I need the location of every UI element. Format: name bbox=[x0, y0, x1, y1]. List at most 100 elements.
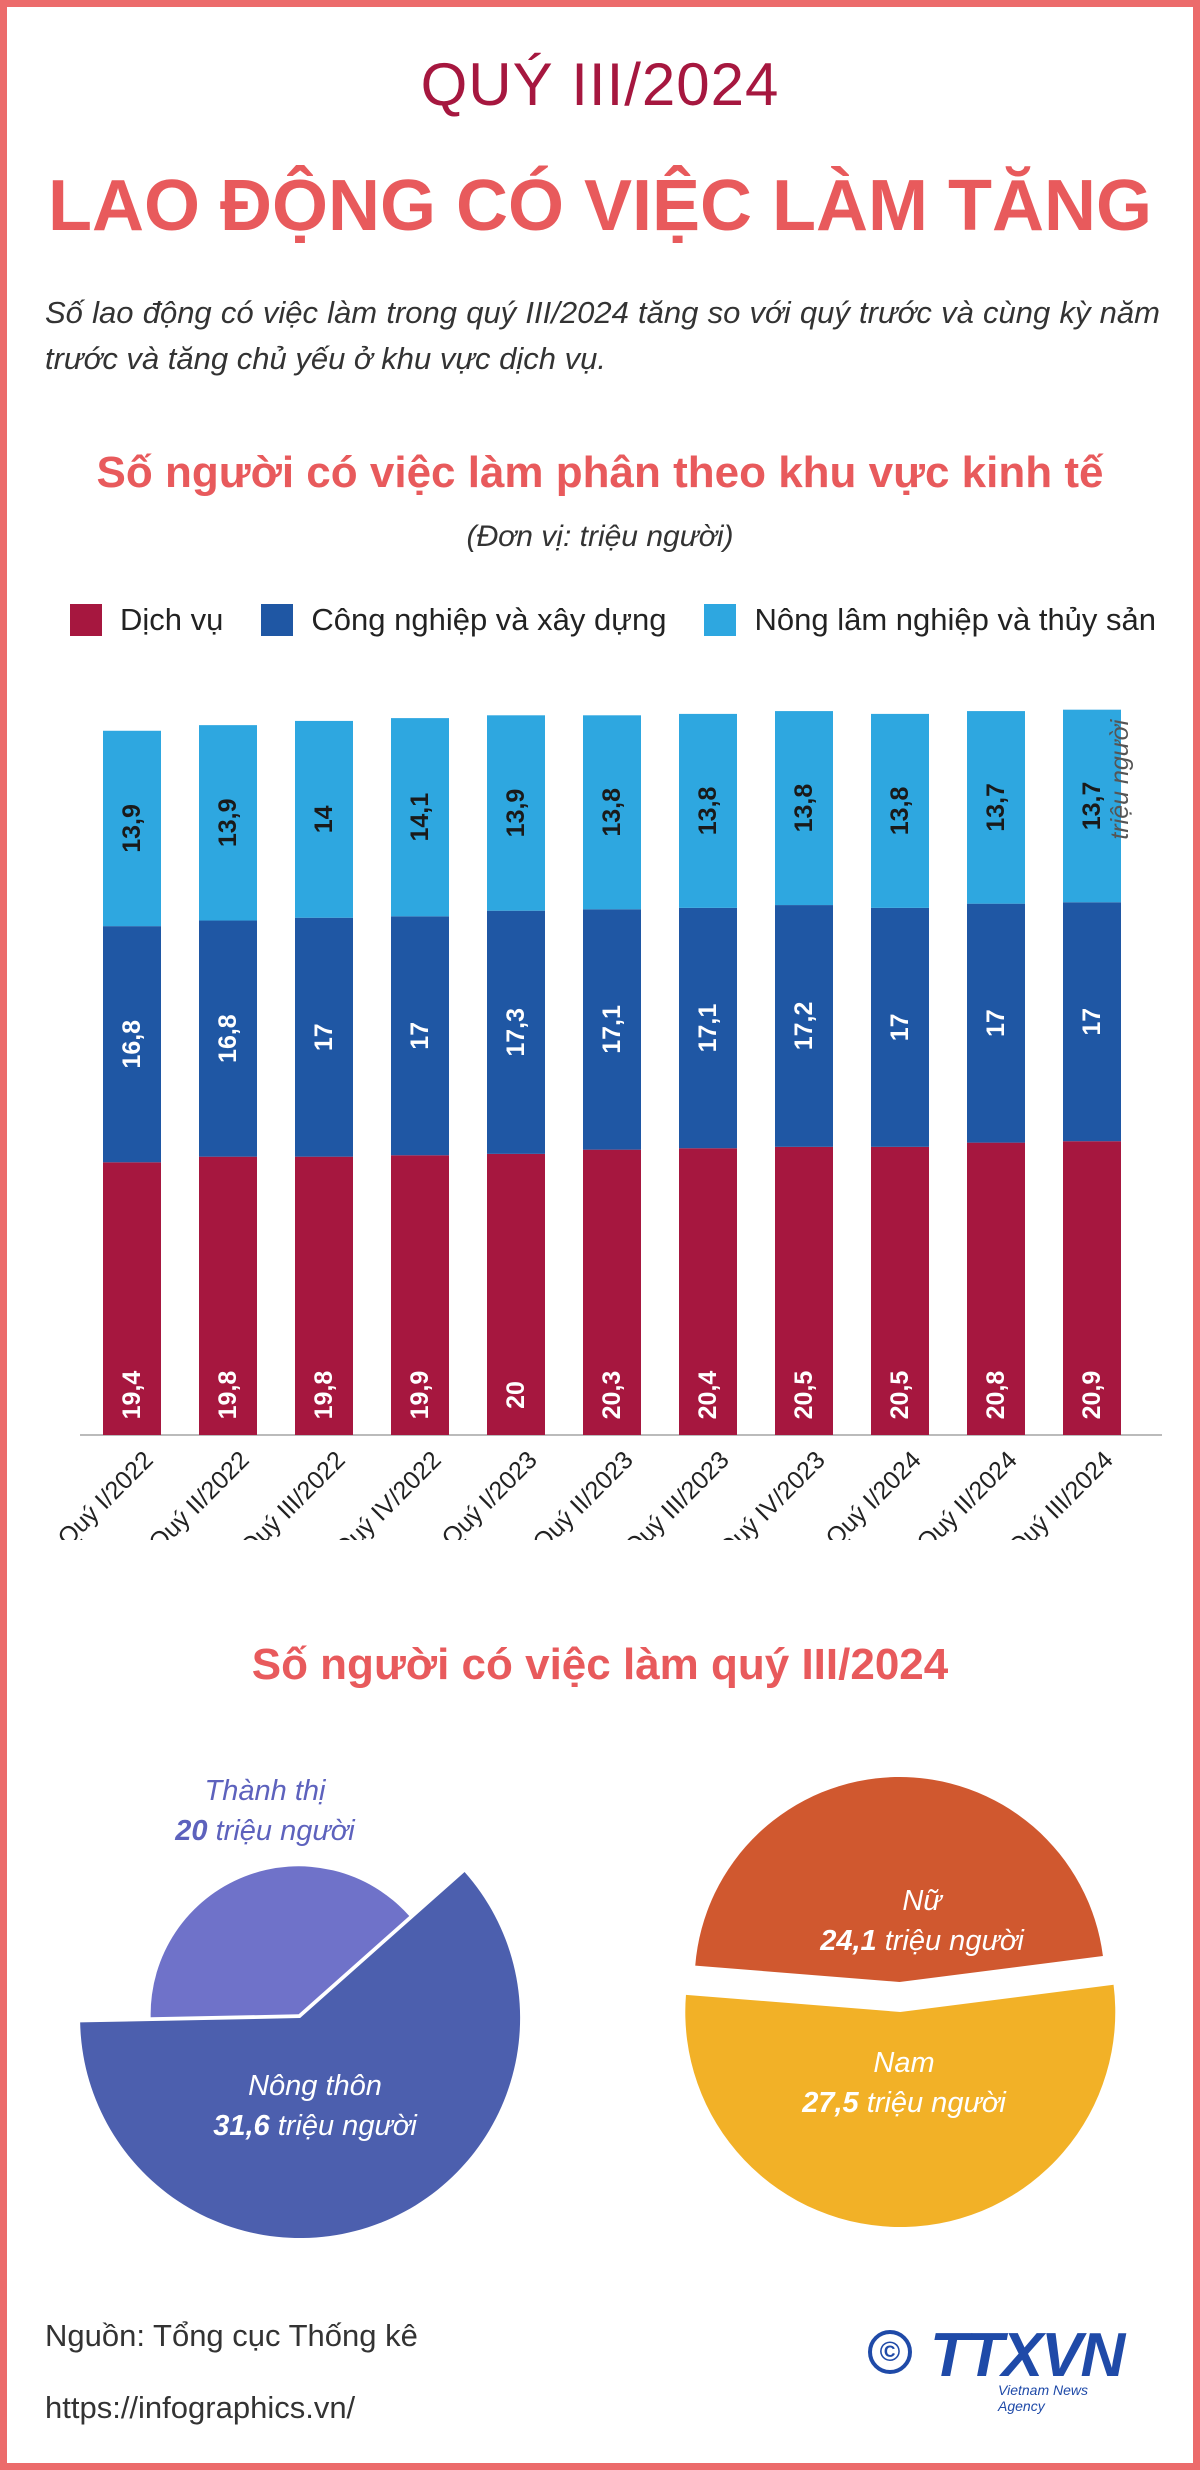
data-label-cong-nghiep: 17 bbox=[982, 1009, 1010, 1037]
data-label-nong-lam: 13,7 bbox=[982, 783, 1010, 832]
data-label-nong-lam: 13,8 bbox=[790, 784, 818, 833]
data-label-dich-vu: 19,4 bbox=[118, 1371, 146, 1420]
data-label-cong-nghiep: 17 bbox=[406, 1022, 434, 1050]
bar-cong-nghiep bbox=[967, 903, 1025, 1143]
ttxvn-logo: © TTXVN Vietnam News Agency bbox=[868, 2320, 1138, 2414]
bar-chart-title: Số người có việc làm phân theo khu vực k… bbox=[96, 448, 1104, 497]
data-label-dich-vu: 20,4 bbox=[694, 1371, 722, 1420]
bar-cong-nghiep bbox=[295, 917, 353, 1157]
logo-subtext: Vietnam News Agency bbox=[998, 2382, 1089, 2414]
bar-chart-unit: (Đơn vị: triệu người) bbox=[466, 520, 734, 553]
data-label-cong-nghiep: 16,8 bbox=[214, 1014, 242, 1063]
data-label-dich-vu: 20,5 bbox=[790, 1371, 818, 1420]
legend-label-nong-lam: Nông lâm nghiệp và thủy sản bbox=[754, 602, 1157, 637]
copyright-icon: © bbox=[868, 2330, 912, 2374]
data-label-dich-vu: 20,8 bbox=[982, 1371, 1010, 1420]
data-label-dich-vu: 20 bbox=[502, 1381, 530, 1409]
bar-dich-vu bbox=[103, 1162, 161, 1435]
x-tick-label: Quý II/2023 bbox=[527, 1446, 638, 1540]
bar-dich-vu bbox=[775, 1146, 833, 1435]
data-label-cong-nghiep: 17 bbox=[1078, 1008, 1106, 1036]
legend-label-dich-vu: Dịch vụ bbox=[120, 602, 224, 637]
bar-dich-vu bbox=[583, 1149, 641, 1435]
x-tick-label: Quý II/2024 bbox=[911, 1446, 1022, 1540]
bar-nong-lam bbox=[871, 713, 929, 908]
bar-cong-nghiep bbox=[103, 926, 161, 1163]
data-label-nong-lam: 14,1 bbox=[406, 793, 434, 842]
bar-cong-nghiep bbox=[871, 907, 929, 1147]
legend-swatch-dich-vu bbox=[70, 604, 102, 636]
bar-nong-lam bbox=[391, 718, 449, 917]
pie-slice-nong-thon bbox=[80, 1871, 521, 2239]
data-label-nong-lam: 13,9 bbox=[118, 804, 146, 853]
pie-slice-nam bbox=[685, 1984, 1116, 2227]
x-tick-label: Quý IV/2023 bbox=[713, 1446, 831, 1540]
source-url[interactable]: https://infographics.vn/ bbox=[45, 2390, 356, 2425]
x-tick-label: Quý II/2022 bbox=[143, 1446, 254, 1540]
x-tick-label: Quý I/2022 bbox=[52, 1446, 158, 1540]
data-label-dich-vu: 19,9 bbox=[406, 1371, 434, 1420]
pie-label-nong-thon: Nông thôn bbox=[248, 2070, 382, 2102]
bar-nong-lam bbox=[775, 711, 833, 906]
bar-cong-nghiep bbox=[583, 909, 641, 1150]
pie-value-nu: 24,1 triệu người bbox=[819, 1925, 1025, 1957]
pie-value-nong-thon: 31,6 triệu người bbox=[213, 2110, 418, 2142]
bar-cong-nghiep bbox=[679, 907, 737, 1149]
data-label-cong-nghiep: 17,3 bbox=[502, 1008, 530, 1057]
main-title: LAO ĐỘNG CÓ VIỆC LÀM TĂNG bbox=[48, 166, 1152, 246]
data-label-cong-nghiep: 17,2 bbox=[790, 1002, 818, 1051]
stacked-bar-chart: 19,4 16,8 13,9 Quý I/2022 19,8 16,8 13,9 Quý II… bbox=[52, 709, 1162, 1540]
legend-label-cong-nghiep: Công nghiệp và xây dựng bbox=[311, 602, 667, 637]
bar-dich-vu bbox=[391, 1155, 449, 1435]
data-label-nong-lam: 13,8 bbox=[886, 786, 914, 835]
pie-label-nu: Nữ bbox=[902, 1885, 944, 1917]
area-pie-chart: Thành thị 20 triệu người Nông thôn 31,6 tri… bbox=[80, 1775, 521, 2239]
x-tick-label: Quý IV/2022 bbox=[329, 1446, 447, 1540]
bar-cong-nghiep bbox=[487, 910, 545, 1154]
source-text: Nguồn: Tổng cục Thống kê bbox=[45, 2318, 418, 2353]
legend-swatch-cong-nghiep bbox=[261, 604, 294, 636]
data-label-nong-lam: 13,9 bbox=[502, 789, 530, 838]
bar-nong-lam bbox=[103, 730, 161, 927]
data-label-cong-nghiep: 17 bbox=[886, 1013, 914, 1041]
data-label-dich-vu: 19,8 bbox=[310, 1371, 338, 1420]
bar-cong-nghiep bbox=[199, 920, 257, 1157]
bar-nong-lam bbox=[967, 711, 1025, 904]
pie-section-title: Số người có việc làm quý III/2024 bbox=[251, 1640, 949, 1689]
bar-nong-lam bbox=[199, 725, 257, 921]
legend-item-cong-nghiep: Công nghiệp và xây dựng bbox=[261, 602, 666, 638]
pie-slice-nu bbox=[695, 1777, 1103, 1983]
x-tick-label: Quý III/2022 bbox=[235, 1446, 351, 1540]
data-label-dich-vu: 20,9 bbox=[1078, 1371, 1106, 1420]
pie-label-thanh-thi: Thành thị bbox=[205, 1775, 327, 1807]
bar-cong-nghiep bbox=[391, 916, 449, 1156]
unit-annotation: triệu người bbox=[1106, 718, 1134, 839]
data-label-nong-lam: 13,7 bbox=[1078, 782, 1106, 831]
data-label-nong-lam: 13,9 bbox=[214, 798, 242, 847]
data-label-dich-vu: 20,3 bbox=[598, 1371, 626, 1420]
bar-cong-nghiep bbox=[775, 905, 833, 1147]
data-label-cong-nghiep: 17,1 bbox=[598, 1005, 626, 1054]
data-label-nong-lam: 13,8 bbox=[694, 786, 722, 835]
intro-text: Số lao động có việc làm trong quý III/20… bbox=[45, 295, 1160, 376]
bar-dich-vu bbox=[487, 1153, 545, 1435]
x-tick-label: Quý I/2024 bbox=[820, 1446, 926, 1540]
data-label-dich-vu: 20,5 bbox=[886, 1371, 914, 1420]
data-label-cong-nghiep: 17 bbox=[310, 1023, 338, 1051]
logo-text: TTXVN bbox=[930, 2321, 1125, 2390]
legend-item-dich-vu: Dịch vụ bbox=[70, 602, 223, 638]
bar-cong-nghiep bbox=[1063, 902, 1121, 1142]
legend-item-nong-lam: Nông lâm nghiệp và thủy sản bbox=[704, 602, 1156, 638]
bar-nong-lam bbox=[679, 713, 737, 908]
bar-nong-lam bbox=[1063, 709, 1121, 903]
pie-label-nam: Nam bbox=[873, 2047, 934, 2079]
bar-dich-vu bbox=[871, 1146, 929, 1435]
data-label-cong-nghiep: 17,1 bbox=[694, 1004, 722, 1053]
data-label-nong-lam: 14 bbox=[310, 805, 338, 833]
bar-dich-vu bbox=[1063, 1141, 1121, 1435]
x-tick-label: Quý III/2023 bbox=[619, 1446, 735, 1540]
gender-pie-chart: Nữ 24,1 triệu người Nam 27,5 triệu người bbox=[685, 1777, 1116, 2227]
bar-chart-legend: Dịch vụ Công nghiệp và xây dựng Nông lâm… bbox=[70, 590, 1194, 650]
bar-dich-vu bbox=[967, 1142, 1025, 1435]
quarter-title: QUÝ III/2024 bbox=[420, 51, 780, 118]
